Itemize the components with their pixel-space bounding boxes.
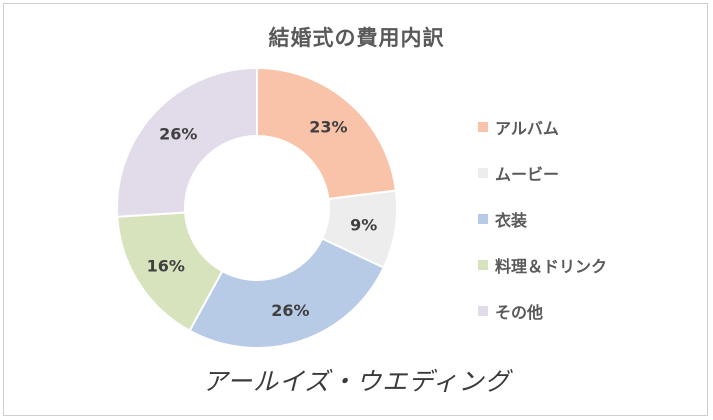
- legend-swatch: [478, 122, 488, 132]
- legend-item: ムービー: [478, 150, 607, 196]
- brand-logo: アールイズ・ウエディング: [202, 367, 511, 396]
- legend-label: 料理＆ドリンク: [495, 257, 608, 276]
- legend-item: 料理＆ドリンク: [478, 242, 607, 288]
- donut-slice: [256, 66, 398, 201]
- legend-item: その他: [478, 288, 607, 334]
- legend-swatch: [478, 168, 488, 178]
- legend-label: アルバム: [495, 119, 559, 138]
- donut-slice: [116, 66, 258, 218]
- legend-swatch: [478, 260, 488, 270]
- slice-data-label: 26%: [159, 125, 197, 144]
- legend-swatch: [478, 214, 488, 224]
- legend-item: アルバム: [478, 104, 607, 150]
- legend-label: その他: [495, 303, 544, 322]
- chart-title: 結婚式の費用内訳: [268, 26, 445, 50]
- donut-slice: [188, 237, 386, 349]
- legend-item: 衣装: [478, 196, 607, 242]
- legend-swatch: [478, 306, 488, 316]
- chart-legend: アルバムムービー衣装料理＆ドリンク その他: [478, 104, 607, 334]
- legend-label: ムービー: [495, 165, 560, 184]
- legend-label: 衣装: [495, 211, 528, 230]
- slice-data-label: 16%: [147, 256, 185, 275]
- slice-data-label: 23%: [309, 117, 347, 136]
- slice-data-label: 26%: [271, 301, 309, 320]
- slice-data-label: 9%: [350, 215, 377, 234]
